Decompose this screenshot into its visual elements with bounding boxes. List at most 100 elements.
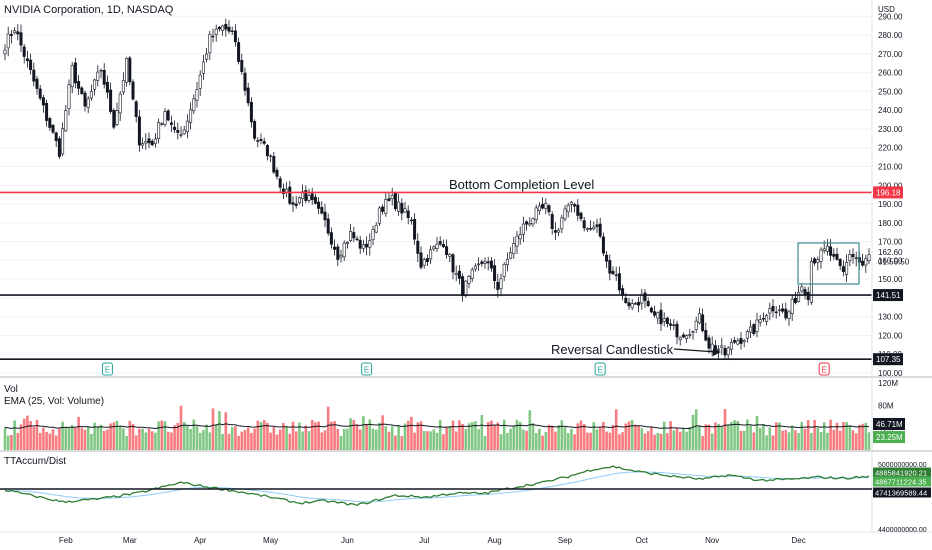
- volume-bar: [550, 425, 554, 450]
- level-label: 141.51: [876, 291, 901, 300]
- volume-bar: [509, 428, 512, 450]
- candle-body: [515, 235, 519, 247]
- candle-body: [797, 292, 801, 303]
- candle-body: [813, 258, 817, 264]
- candle-body: [617, 273, 621, 291]
- volume-bar: [851, 430, 855, 450]
- volume-bar: [368, 419, 372, 450]
- candle-body: [771, 306, 775, 312]
- volume-bar: [195, 426, 199, 450]
- volume-bar: [726, 424, 730, 450]
- last-price-label: 162.60: [878, 248, 903, 257]
- candle-body: [758, 319, 762, 323]
- volume-bar: [582, 424, 586, 450]
- candle-body: [205, 53, 209, 60]
- candle-body: [96, 71, 100, 81]
- candle-body: [262, 141, 266, 144]
- candle-body: [566, 205, 570, 213]
- volume-bar: [448, 425, 452, 450]
- candle-body: [294, 203, 298, 206]
- candle-body: [448, 254, 452, 257]
- volume-bar: [266, 422, 269, 450]
- candle-body: [377, 207, 381, 224]
- volume-bar: [445, 426, 448, 450]
- candle-body: [800, 286, 804, 292]
- candle-body: [345, 241, 349, 244]
- candle-body: [589, 228, 593, 230]
- volume-bar: [522, 429, 525, 450]
- volume-bar: [99, 424, 103, 450]
- volume-bar: [752, 432, 756, 450]
- volume-bar: [282, 422, 285, 450]
- volume-bar: [547, 424, 551, 450]
- volume-bar: [659, 433, 663, 450]
- candle-body: [838, 259, 842, 267]
- volume-bar: [77, 416, 80, 450]
- volume-bar: [384, 426, 388, 450]
- time-tick-label: Dec: [791, 536, 805, 545]
- candle-body: [605, 254, 609, 262]
- volume-bar: [29, 421, 32, 450]
- candle-body: [409, 219, 413, 222]
- candle-body: [563, 208, 567, 220]
- tt-value-label: 4885841920.21: [875, 469, 927, 478]
- volume-bar: [528, 410, 532, 450]
- candle-body: [278, 178, 282, 188]
- candle-body: [707, 337, 711, 349]
- earnings-marker: [818, 362, 830, 376]
- volume-bar: [336, 428, 340, 450]
- volume-bar: [246, 427, 250, 450]
- volume-bar: [403, 423, 407, 450]
- candle-body: [569, 201, 573, 205]
- candle-body: [656, 312, 660, 319]
- time-tick-label: Apr: [194, 536, 207, 545]
- volume-bar: [736, 420, 740, 450]
- candle-body: [173, 126, 177, 131]
- candle-body: [118, 93, 122, 114]
- candle-body: [304, 190, 308, 201]
- volume-bar: [125, 436, 128, 450]
- volume-bar: [122, 428, 125, 450]
- volume-bar: [813, 420, 816, 450]
- candle-body: [441, 243, 445, 248]
- candle-body: [51, 124, 55, 133]
- candle-body: [637, 301, 641, 306]
- candle-body: [320, 207, 324, 214]
- candle-body: [729, 342, 733, 350]
- candle-body: [297, 197, 301, 204]
- volume-bar: [381, 415, 384, 450]
- candle-body: [272, 156, 276, 173]
- volume-bar: [640, 428, 644, 450]
- volume-bar: [477, 429, 480, 450]
- earnings-marker: [361, 362, 373, 376]
- time-tick-label: Mar: [123, 536, 137, 545]
- volume-bar: [720, 427, 724, 450]
- currency-label: USD: [878, 5, 895, 14]
- volume-bar: [198, 432, 202, 450]
- candle-body: [608, 260, 612, 274]
- candle-body: [9, 34, 13, 36]
- candle-body: [505, 258, 509, 266]
- candle-body: [480, 261, 484, 264]
- earnings-marker-label: E: [822, 366, 827, 375]
- candle-body: [208, 33, 212, 54]
- volume-bar: [144, 432, 148, 450]
- volume-bar: [822, 422, 826, 450]
- candle-body: [595, 224, 599, 227]
- volume-bar: [861, 423, 864, 450]
- tt-main-line: [4, 465, 870, 507]
- candle-body: [704, 330, 708, 341]
- volume-bar: [278, 429, 282, 450]
- volume-bar: [688, 426, 692, 450]
- volume-bar: [371, 428, 375, 450]
- candle-body: [534, 207, 538, 220]
- candle-body: [851, 254, 855, 258]
- time-tick-label: Aug: [487, 536, 501, 545]
- candle-body: [128, 57, 132, 83]
- time-tick-label: Sep: [558, 536, 573, 545]
- volume-bar: [173, 425, 176, 450]
- volume-bar: [67, 427, 71, 450]
- candle-body: [541, 203, 545, 209]
